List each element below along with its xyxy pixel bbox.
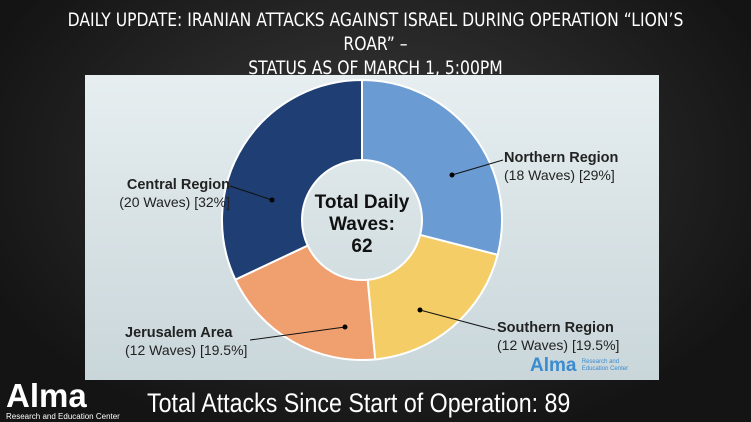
label-name: Southern Region <box>497 320 614 336</box>
label-name: Jerusalem Area <box>125 325 233 341</box>
panel-logo-tagline: Research and Education Center <box>581 358 629 372</box>
title-line-1: DAILY UPDATE: IRANIAN ATTACKS AGAINST IS… <box>67 9 684 55</box>
leader-line <box>451 159 504 176</box>
label-southern: Southern Region (12 Waves) [19.5%] <box>497 320 619 354</box>
title-line-2: STATUS AS OF MARCH 1, 5:00PM <box>248 57 503 79</box>
alma-logo: Alma Research and Education Center <box>6 377 120 421</box>
label-detail: (20 Waves) [32%] <box>119 194 230 210</box>
leader-dot <box>342 324 348 330</box>
label-detail: (18 Waves) [29%] <box>504 167 615 183</box>
slice-jerusalem-area <box>233 244 377 361</box>
logo-tagline: Research and Education Center <box>6 412 120 421</box>
label-jerusalem: Jerusalem Area (12 Waves) [19.5%] <box>125 325 247 359</box>
label-name: Northern Region <box>504 150 619 166</box>
center-line-2: Waves: <box>329 214 395 235</box>
slice-southern-region <box>366 233 499 361</box>
center-value: 62 <box>351 236 373 257</box>
leader-line <box>229 185 273 201</box>
chart-title: DAILY UPDATE: IRANIAN ATTACKS AGAINST IS… <box>68 8 684 80</box>
slice-central-region <box>221 78 363 281</box>
label-central: Central Region (20 Waves) [32%] <box>108 177 230 211</box>
leader-dot <box>417 307 423 313</box>
panel-logo-name: Alma <box>530 355 577 376</box>
leader-dot <box>269 197 275 203</box>
leader-line <box>249 326 346 341</box>
label-name: Central Region <box>126 177 230 193</box>
panel-logo: Alma Research and Education Center <box>530 355 632 377</box>
label-detail: (12 Waves) [19.5%] <box>497 337 620 353</box>
leader-line <box>419 309 496 331</box>
leader-dot <box>449 172 455 178</box>
label-northern: Northern Region (18 Waves) [29%] <box>504 150 618 184</box>
logo-name: Alma <box>6 377 87 414</box>
footer-total: Total Attacks Since Start of Operation: … <box>147 388 571 418</box>
center-label: Total Daily Waves: 62 <box>302 192 422 258</box>
label-detail: (12 Waves) [19.5%] <box>125 342 248 358</box>
center-line-1: Total Daily <box>314 192 410 213</box>
slice-northern-region <box>361 78 503 257</box>
